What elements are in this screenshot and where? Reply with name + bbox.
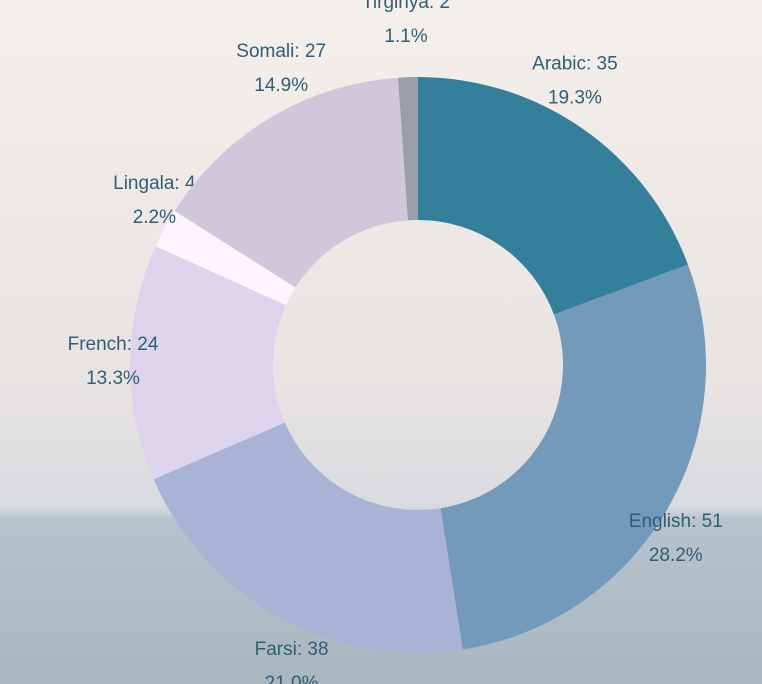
slice-label: Somali: 27 xyxy=(236,41,326,62)
slice-label: Farsi: 38 xyxy=(255,639,329,660)
slice-label: English: 51 xyxy=(629,511,723,532)
slice-percent: 19.3% xyxy=(548,88,602,109)
chart: Arabic: 35 19.3% English: 51 28.2% Farsi: 38… xyxy=(0,0,762,684)
slice-percent: 2.2% xyxy=(133,207,176,228)
slice-label: Tirginya: 2 xyxy=(362,0,450,13)
slice-percent: 21.0% xyxy=(265,673,319,684)
slice-label: Arabic: 35 xyxy=(532,54,618,75)
slice-percent: 1.1% xyxy=(384,26,427,47)
slice-percent: 28.2% xyxy=(649,545,703,566)
slice-percent: 14.9% xyxy=(254,75,308,96)
slice-percent: 13.3% xyxy=(86,368,140,389)
slice-label: Lingala: 4 xyxy=(113,173,196,194)
slice-label: French: 24 xyxy=(68,334,159,355)
